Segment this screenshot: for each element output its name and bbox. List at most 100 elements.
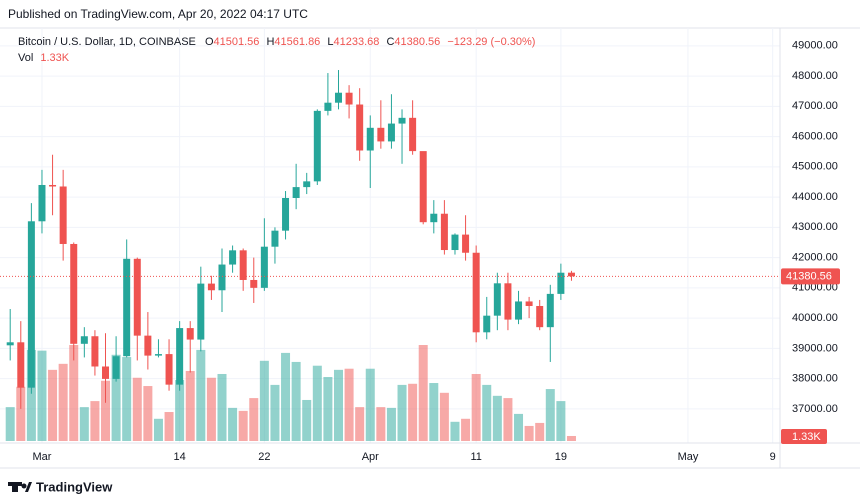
candle-body xyxy=(483,315,491,333)
vol-value: 1.33K xyxy=(40,52,69,64)
volume-bar xyxy=(175,380,185,441)
candle-body xyxy=(123,258,131,357)
y-tick-label: 45000.00 xyxy=(792,161,838,173)
volume-bar xyxy=(132,377,142,441)
candle-body xyxy=(472,252,480,333)
legend: Bitcoin / U.S. Dollar, 1D, COINBASE O415… xyxy=(18,36,535,48)
volume-bar xyxy=(196,349,206,441)
candle-body xyxy=(207,283,215,291)
volume-bar xyxy=(238,410,248,441)
volume-bar xyxy=(408,383,418,441)
x-tick-label: 9 xyxy=(770,451,776,463)
candle-body xyxy=(387,123,395,142)
candle-body xyxy=(567,272,575,277)
y-tick-label: 49000.00 xyxy=(792,40,838,52)
candle-body xyxy=(271,230,279,247)
x-tick-label: 14 xyxy=(174,451,186,463)
volume-bar xyxy=(418,345,428,441)
volume-bar xyxy=(48,369,58,441)
footer-logo xyxy=(8,482,32,492)
candle-body xyxy=(462,234,470,253)
candle-body xyxy=(229,250,237,265)
volume-bar xyxy=(291,361,301,441)
legend-c: C xyxy=(386,36,394,48)
volume-bar xyxy=(397,384,407,441)
volume-bar xyxy=(206,377,216,441)
volume-bar xyxy=(58,363,68,441)
candle-body xyxy=(186,328,194,340)
candle-body xyxy=(504,283,512,320)
volume-bar xyxy=(503,398,513,441)
volume-bar xyxy=(461,418,471,441)
volume-bars xyxy=(5,345,576,441)
last-volume-label: 1.33K xyxy=(792,431,821,443)
volume-bar xyxy=(333,369,343,441)
candle-body xyxy=(451,234,459,251)
candle-body xyxy=(525,301,533,306)
candle-body xyxy=(366,127,374,151)
candle-body xyxy=(292,187,300,198)
vol-title: Vol xyxy=(18,52,33,64)
candle-body xyxy=(102,366,110,379)
y-tick-label: 42000.00 xyxy=(792,251,838,263)
volume-bar xyxy=(524,425,534,441)
y-tick-label: 48000.00 xyxy=(792,70,838,82)
volume-bar xyxy=(302,399,312,441)
volume-bar xyxy=(111,354,121,441)
footer-brand: TradingView xyxy=(36,479,113,494)
volume-bar xyxy=(217,373,227,441)
candle-body xyxy=(80,336,88,344)
candle-body xyxy=(409,117,417,152)
candle-body xyxy=(133,258,141,336)
candle-body xyxy=(515,301,523,320)
candle-body xyxy=(27,221,35,388)
x-tick-label: Apr xyxy=(362,451,379,463)
candles xyxy=(6,70,575,409)
legend-close: 41380.56 xyxy=(394,36,440,48)
volume-bar xyxy=(79,407,89,441)
candle-body xyxy=(303,181,311,188)
y-tick-label: 39000.00 xyxy=(792,342,838,354)
volume-bar xyxy=(535,422,545,441)
volume-bar xyxy=(143,386,153,441)
candle-body xyxy=(546,293,554,328)
volume-bar xyxy=(344,368,354,441)
legend-l: L xyxy=(327,36,333,48)
volume-bar xyxy=(270,384,280,441)
last-price-box xyxy=(781,268,840,285)
candle-body xyxy=(38,184,46,222)
candle-body xyxy=(345,92,353,105)
y-tick-label: 41000.00 xyxy=(792,282,838,294)
volume-bar xyxy=(5,407,15,441)
y-tick-label: 46000.00 xyxy=(792,130,838,142)
candle-body xyxy=(377,127,385,142)
candle-body xyxy=(313,110,321,182)
candle-body xyxy=(282,197,290,231)
candle-body xyxy=(17,342,25,388)
volume-bar xyxy=(386,407,396,441)
volume-bar xyxy=(281,352,291,441)
volume-bar xyxy=(376,407,386,441)
legend-h: H xyxy=(266,36,274,48)
vol-legend: Vol 1.33K xyxy=(18,52,70,64)
volume-bar xyxy=(228,407,238,441)
candle-body xyxy=(144,335,152,356)
candle-body xyxy=(70,243,78,344)
y-tick-label: 43000.00 xyxy=(792,221,838,233)
candle-body xyxy=(430,213,438,223)
candle-body xyxy=(398,117,406,124)
volume-bar xyxy=(90,401,100,441)
candle-body xyxy=(59,186,67,244)
candle-body xyxy=(239,250,247,280)
volume-bar xyxy=(164,412,174,441)
candle-body xyxy=(91,336,99,367)
volume-bar xyxy=(312,365,322,441)
candle-body xyxy=(197,283,205,340)
x-tick-label: 22 xyxy=(258,451,270,463)
volume-bar xyxy=(122,357,132,441)
volume-bar xyxy=(514,413,524,441)
volume-bar xyxy=(37,350,47,441)
y-tick-label: 44000.00 xyxy=(792,191,838,203)
volume-bar xyxy=(482,384,492,441)
